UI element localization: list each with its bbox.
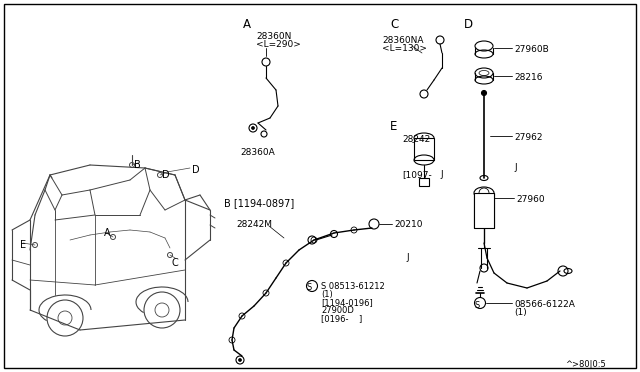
Text: D: D xyxy=(464,18,473,31)
Text: C: C xyxy=(390,18,398,31)
Text: [0196-    ]: [0196- ] xyxy=(321,314,362,323)
Bar xyxy=(419,178,429,186)
Text: C: C xyxy=(172,258,179,268)
Text: B [1194-0897]: B [1194-0897] xyxy=(224,198,294,208)
Text: 27960: 27960 xyxy=(516,195,545,204)
Text: S: S xyxy=(474,301,479,310)
Text: A: A xyxy=(243,18,251,31)
Text: (1): (1) xyxy=(321,290,333,299)
Circle shape xyxy=(239,359,241,362)
Text: 28242: 28242 xyxy=(402,135,430,144)
Text: J: J xyxy=(406,253,408,262)
Text: 27900D: 27900D xyxy=(321,306,354,315)
Text: (1): (1) xyxy=(514,308,527,317)
Text: B: B xyxy=(134,160,141,170)
Text: E: E xyxy=(390,120,397,133)
Text: <L=290>: <L=290> xyxy=(256,40,301,49)
Text: S: S xyxy=(307,283,312,292)
Text: A: A xyxy=(104,228,111,238)
Bar xyxy=(474,193,494,228)
Text: S 08513-61212: S 08513-61212 xyxy=(321,282,385,291)
Text: 27962: 27962 xyxy=(514,133,543,142)
Text: 28360A: 28360A xyxy=(240,148,275,157)
Text: E: E xyxy=(20,240,26,250)
Text: 28360NA: 28360NA xyxy=(382,36,424,45)
Text: 08566-6122A: 08566-6122A xyxy=(514,300,575,309)
Text: 27960B: 27960B xyxy=(514,45,548,54)
Text: D: D xyxy=(162,170,170,180)
Text: ^>80|0:5: ^>80|0:5 xyxy=(565,360,605,369)
Text: 20210: 20210 xyxy=(394,220,422,229)
Text: 28360N: 28360N xyxy=(256,32,291,41)
Text: 28216: 28216 xyxy=(514,73,543,82)
Text: [1194-0196]: [1194-0196] xyxy=(321,298,372,307)
Text: J: J xyxy=(514,163,516,172)
Text: D: D xyxy=(192,165,200,175)
Text: J: J xyxy=(440,170,443,179)
Text: [1097-: [1097- xyxy=(402,170,432,179)
Circle shape xyxy=(481,90,486,96)
Bar xyxy=(414,138,434,160)
Text: 28242M: 28242M xyxy=(236,220,272,229)
Text: <L=130>: <L=130> xyxy=(382,44,427,53)
Circle shape xyxy=(252,126,255,129)
